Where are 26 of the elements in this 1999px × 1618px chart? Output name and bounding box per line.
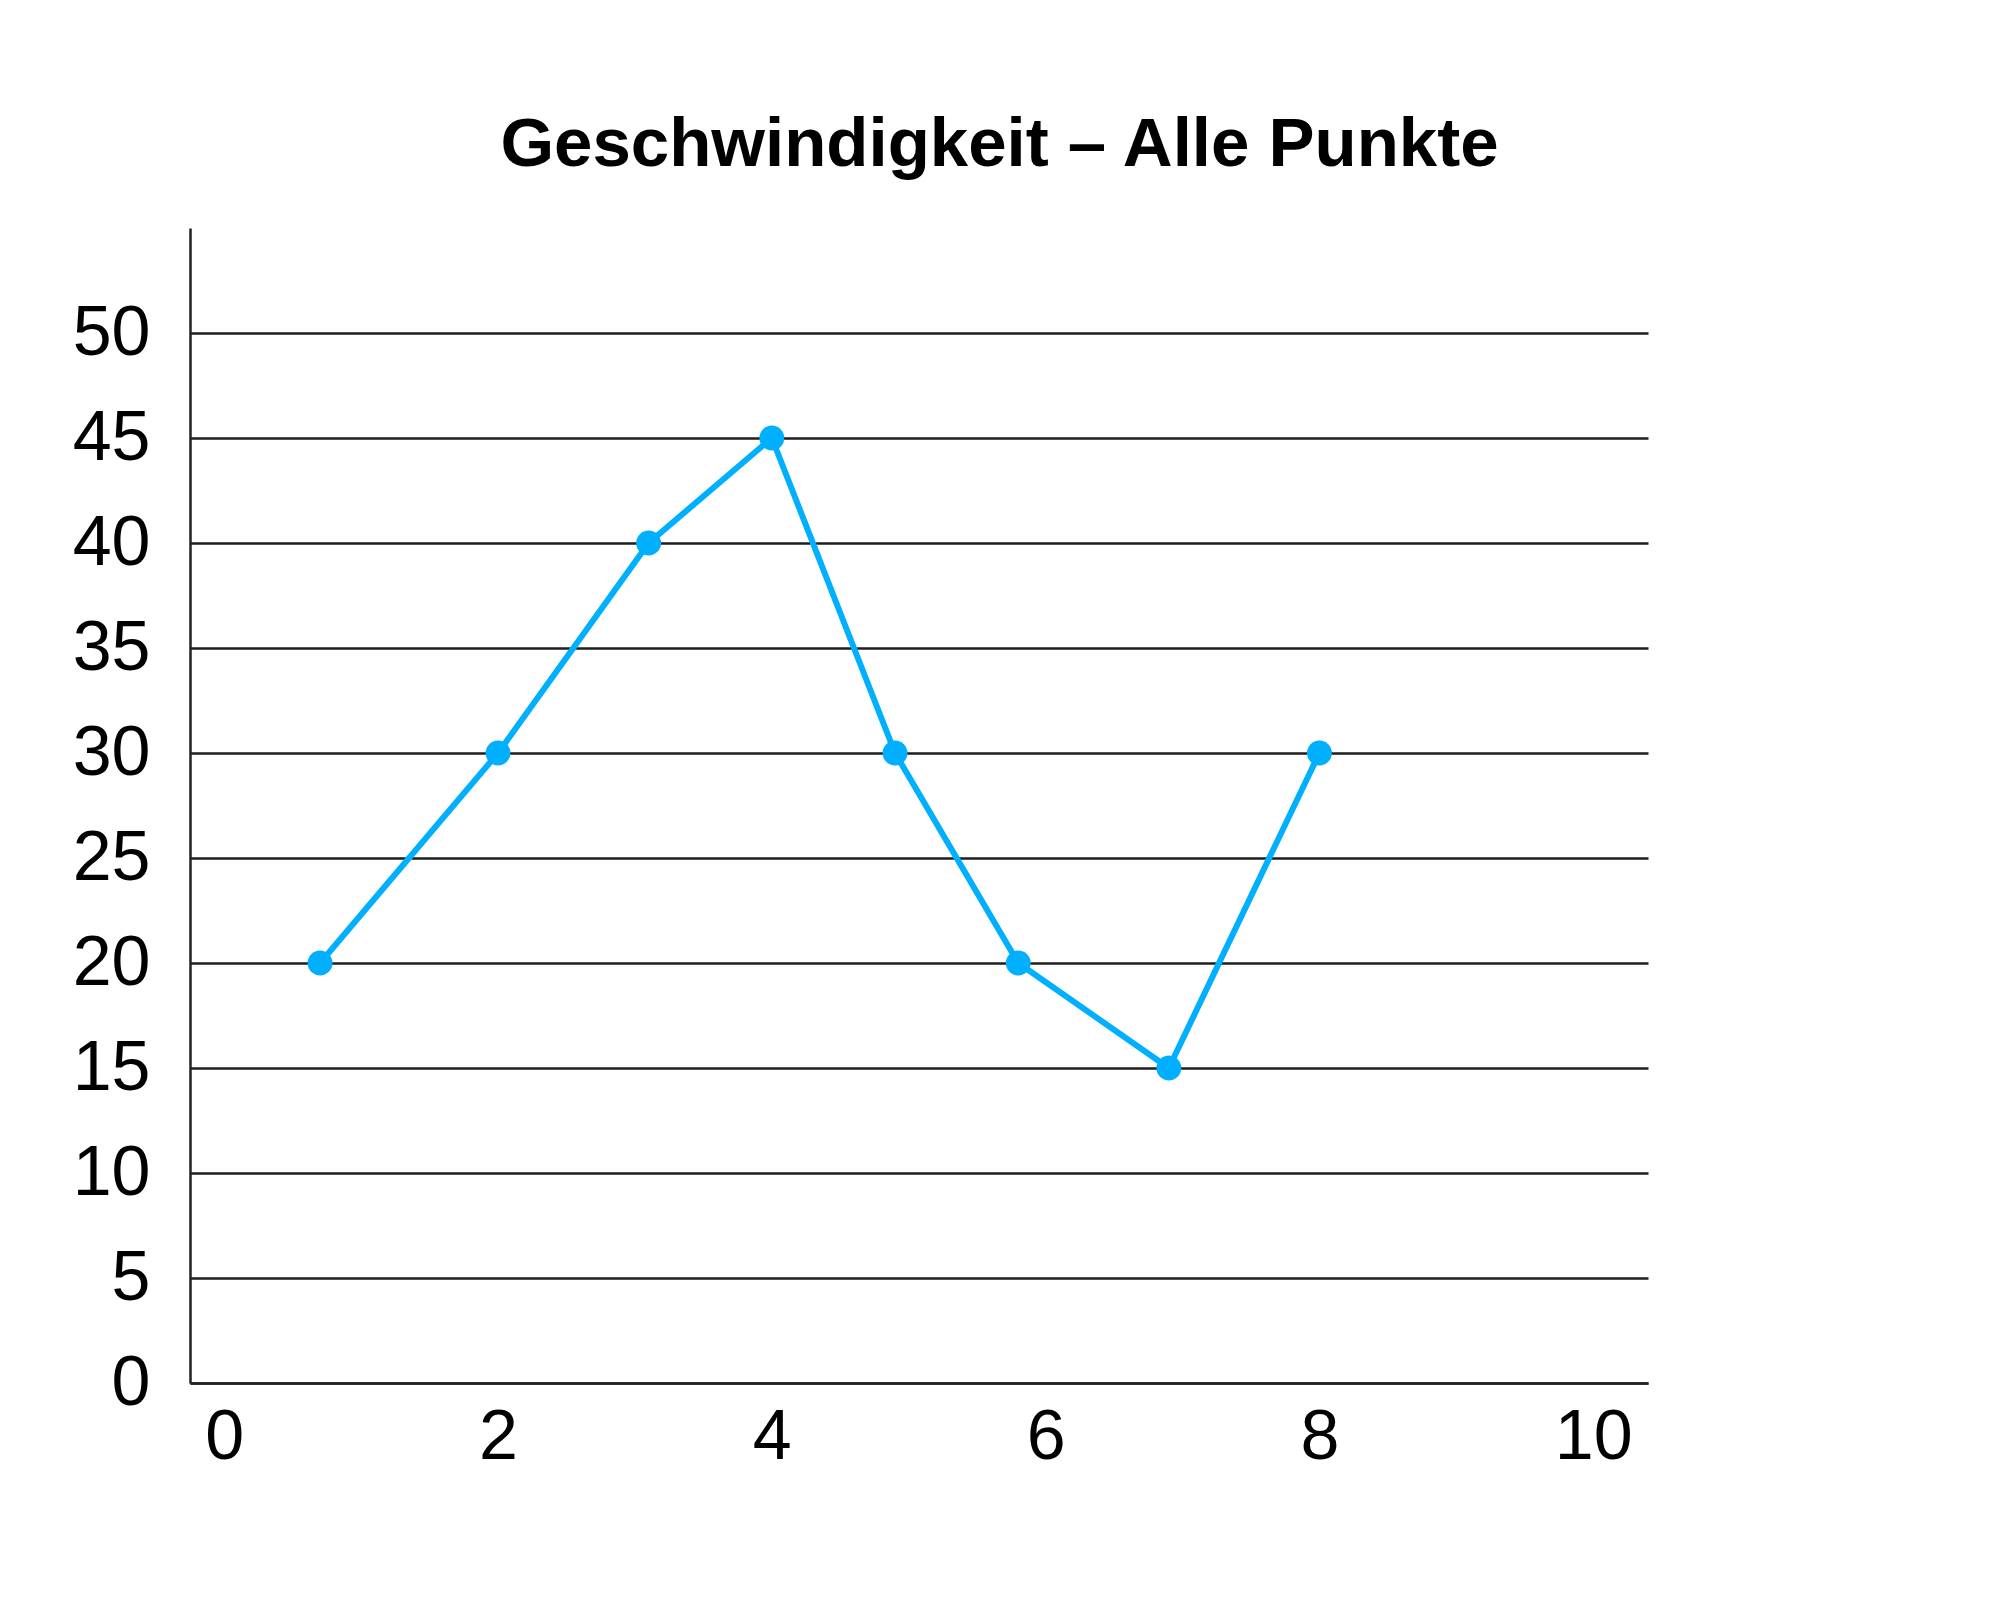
point bbox=[1306, 740, 1332, 766]
x-tick-label: 0 bbox=[205, 1395, 245, 1474]
x-tick-label: 6 bbox=[1026, 1395, 1066, 1474]
y-tick-label: 10 bbox=[72, 1131, 151, 1210]
point bbox=[1005, 950, 1031, 976]
y-tick-label: 25 bbox=[72, 816, 151, 895]
y-tick-label: 50 bbox=[72, 291, 151, 370]
point bbox=[485, 740, 511, 766]
point bbox=[882, 740, 908, 766]
y-tick-label: 45 bbox=[72, 396, 151, 475]
y-tick-label: 30 bbox=[72, 711, 151, 790]
point bbox=[636, 530, 662, 556]
point bbox=[307, 950, 333, 976]
y-tick-label: 5 bbox=[111, 1236, 151, 1315]
y-tick-label: 0 bbox=[111, 1341, 151, 1420]
y-tick-label: 40 bbox=[72, 501, 151, 580]
x-tick-label: 10 bbox=[1554, 1395, 1633, 1474]
point bbox=[759, 425, 785, 451]
y-tick-label: 20 bbox=[72, 921, 151, 1000]
x-tick-label: 2 bbox=[479, 1395, 518, 1474]
y-tick-label: 35 bbox=[72, 606, 151, 685]
chart-title: Geschwindigkeit – Alle Punkte bbox=[500, 104, 1499, 181]
y-tick-label: 15 bbox=[72, 1026, 151, 1105]
x-tick-label: 4 bbox=[752, 1395, 792, 1474]
point bbox=[1156, 1055, 1182, 1081]
x-tick-label: 8 bbox=[1300, 1395, 1340, 1474]
